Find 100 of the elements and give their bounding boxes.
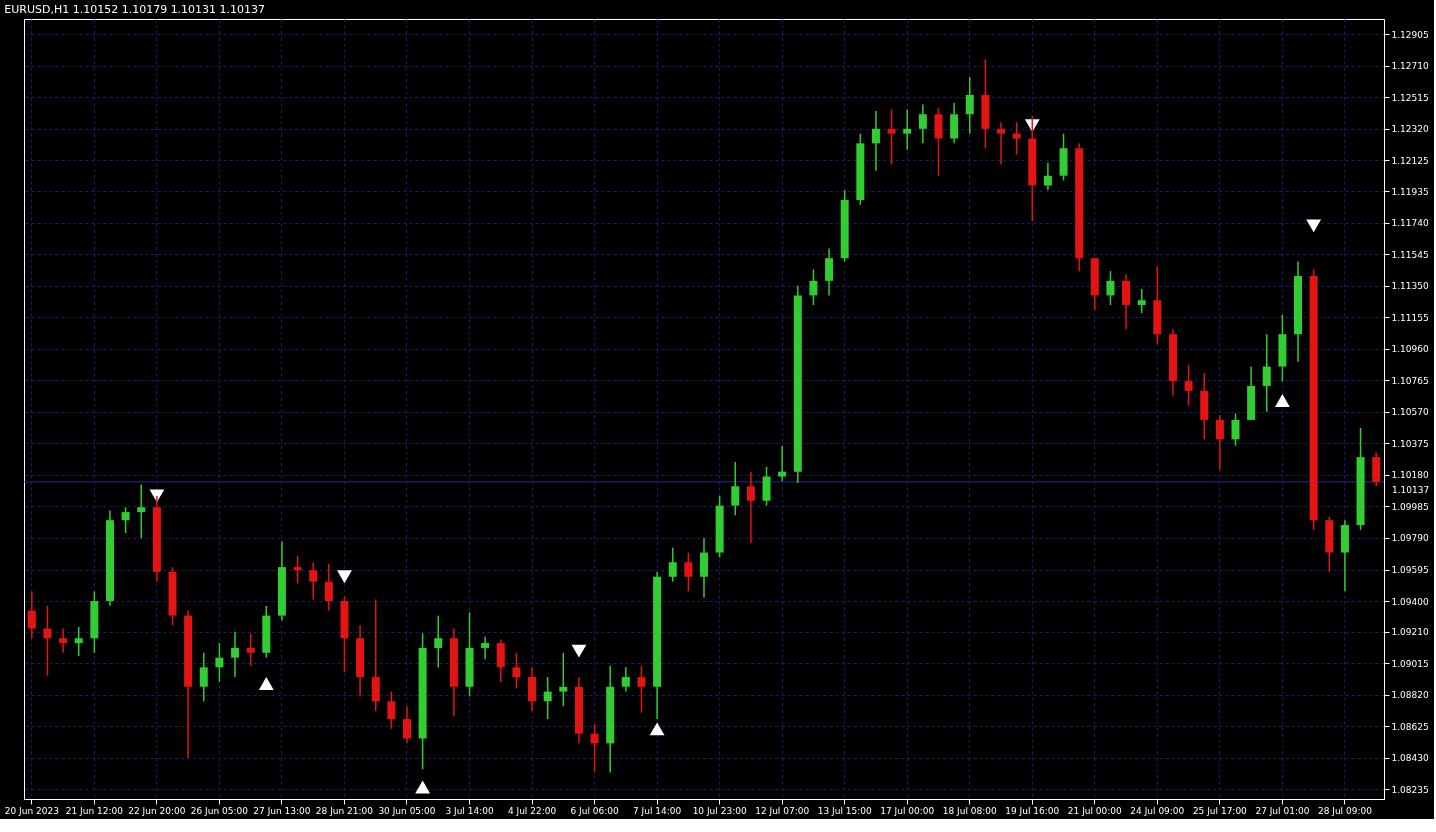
x-tick-label: 6 Jul 06:00 [570, 805, 619, 816]
x-tick-label: 17 Jul 00:00 [880, 805, 935, 816]
candlestick [231, 631, 240, 678]
y-tick-label: 1.11155 [1391, 312, 1429, 323]
y-tick-label: 1.09210 [1391, 627, 1429, 638]
candlestick [871, 110, 880, 172]
candlestick [809, 268, 818, 306]
ref-line-label: 1.10137 [1392, 484, 1430, 495]
x-tick-label: 28 Jun 21:00 [315, 805, 374, 816]
y-tick-label: 1.11545 [1391, 249, 1429, 260]
x-tick-label: 3 Jul 14:00 [445, 805, 494, 816]
candlestick [887, 108, 896, 166]
x-tick-label: 30 Jun 05:00 [378, 805, 436, 816]
candlestick [1106, 270, 1115, 306]
candlestick [309, 561, 318, 601]
candlestick [684, 551, 693, 593]
candlestick [434, 614, 443, 669]
candlestick [215, 642, 224, 683]
x-tick-label: 27 Jun 13:00 [253, 805, 311, 816]
y-tick-label: 1.11350 [1391, 281, 1429, 292]
y-tick-label: 1.08820 [1391, 690, 1429, 701]
candlestick [43, 605, 52, 677]
candlestick [59, 627, 68, 654]
x-tick-label: 20 Jun 2023 [4, 805, 59, 816]
x-tick-label: 7 Jul 14:00 [632, 805, 682, 816]
candlestick [746, 470, 755, 544]
candlestick [246, 632, 255, 667]
y-tick-label: 1.09400 [1391, 596, 1429, 607]
point [571, 644, 587, 658]
point [258, 677, 274, 690]
y-tick-label: 1.09790 [1391, 533, 1429, 544]
candlestick [512, 652, 521, 690]
candlestick [1012, 121, 1021, 156]
x-tick-label: 26 Jun 05:00 [190, 805, 249, 816]
y-tick-label: 1.10960 [1391, 344, 1429, 355]
candlestick [402, 705, 411, 745]
candlestick [731, 461, 740, 517]
y-tick-label: 1.12320 [1391, 124, 1429, 135]
x-tick-label: 21 Jun 12:00 [65, 805, 124, 816]
candlestick [27, 590, 36, 639]
point [1306, 219, 1322, 233]
candlestick [199, 652, 208, 703]
x-tick-label: 13 Jul 15:00 [817, 805, 872, 816]
x-tick-label: 12 Jul 07:00 [755, 805, 810, 816]
x-tick-label: 10 Jul 23:00 [692, 805, 747, 816]
chart-title: EURUSD,H1 1.10152 1.10179 1.10131 1.10137 [4, 3, 266, 16]
y-tick-label: 1.10570 [1391, 407, 1429, 418]
candlestick [1137, 288, 1146, 314]
candlestick [918, 103, 927, 145]
y-tick-label: 1.09015 [1391, 658, 1429, 669]
candlestick [997, 121, 1006, 166]
candlestick [637, 664, 646, 714]
candlestick [137, 483, 146, 539]
y-tick-label: 1.12515 [1391, 92, 1429, 103]
y-tick-label: 1.10375 [1391, 438, 1429, 449]
candlestick [590, 723, 599, 774]
candlestick [74, 626, 83, 657]
y-tick-label: 1.11935 [1391, 186, 1429, 197]
candlestick [387, 690, 396, 730]
y-tick-label: 1.08430 [1391, 753, 1429, 764]
point [337, 570, 352, 584]
point [649, 722, 665, 736]
candlestick [481, 635, 490, 661]
x-tick-label: 18 Jul 08:00 [942, 805, 997, 816]
candlestick [559, 652, 568, 707]
candlestick [668, 546, 677, 583]
candlestick [965, 76, 974, 135]
x-tick-label: 21 Jul 00:00 [1067, 805, 1123, 816]
candlestick [903, 108, 912, 151]
y-tick-label: 1.09985 [1391, 501, 1429, 512]
y-tick-label: 1.09595 [1391, 565, 1429, 576]
candlestick [121, 506, 130, 534]
x-tick-label: 28 Jul 09:00 [1317, 805, 1373, 816]
point [1274, 394, 1290, 407]
candlestick [1184, 364, 1193, 407]
y-tick-label: 1.12125 [1391, 155, 1429, 166]
x-tick-label: 19 Jul 16:00 [1005, 805, 1060, 816]
y-tick-label: 1.12710 [1391, 61, 1429, 72]
y-tick-label: 1.10180 [1391, 470, 1429, 481]
candlestick [324, 563, 333, 612]
x-tick-label: 4 Jul 22:00 [507, 805, 557, 816]
x-tick-label: 22 Jun 20:00 [128, 805, 186, 816]
y-tick-label: 1.12905 [1391, 29, 1429, 40]
candlestick [543, 676, 552, 720]
candlestick [1043, 162, 1052, 192]
point [415, 780, 431, 794]
y-tick-label: 1.08235 [1391, 784, 1429, 795]
candlestick [1262, 333, 1271, 413]
candlestick [621, 666, 630, 693]
candlestick [1215, 414, 1224, 471]
candlestick [778, 445, 787, 483]
candlestick [1231, 412, 1240, 447]
y-tick-label: 1.10765 [1391, 375, 1429, 386]
candlestick [825, 247, 834, 297]
x-tick-label: 25 Jul 17:00 [1192, 805, 1248, 816]
x-tick-label: 24 Jul 09:00 [1130, 805, 1185, 816]
y-tick-label: 1.08625 [1391, 721, 1429, 732]
y-tick-label: 1.11740 [1391, 218, 1429, 229]
candlestick [293, 555, 302, 585]
x-tick-label: 27 Jul 01:00 [1255, 805, 1310, 816]
